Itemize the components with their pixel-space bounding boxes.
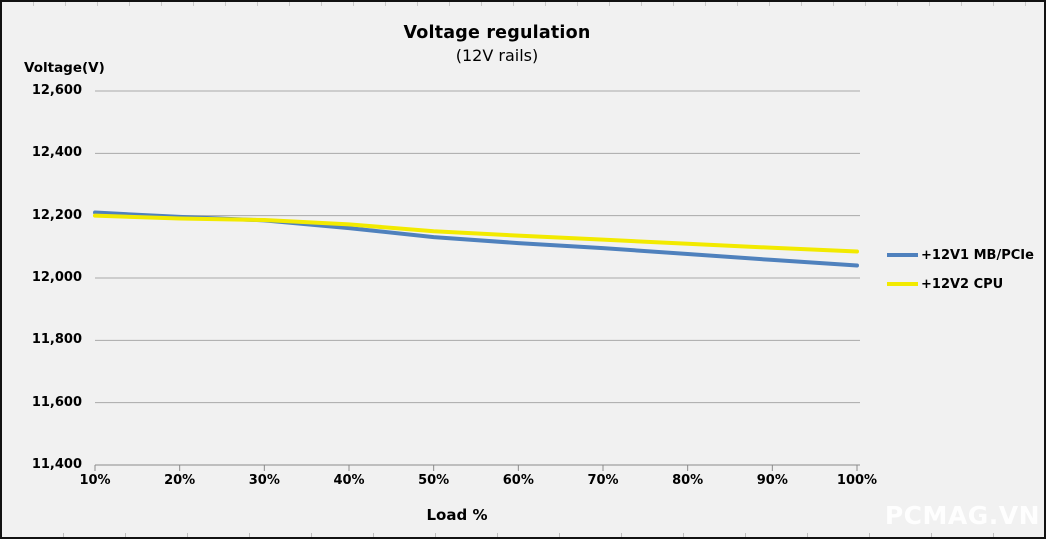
series-line--12v2-cpu xyxy=(93,213,859,254)
x-tick-label: 80% xyxy=(672,473,704,488)
x-tick-label: 10% xyxy=(79,473,111,488)
y-tick-label: 12,000 xyxy=(31,270,82,285)
legend: +12V1 MB/PCIe +12V2 CPU xyxy=(887,245,1034,303)
y-tick-label: 12,600 xyxy=(31,83,82,98)
y-tick-label: 12,400 xyxy=(31,145,82,161)
y-tick-label: 11,400 xyxy=(31,457,82,472)
x-tick-label: 50% xyxy=(418,473,450,488)
legend-entry: +12V2 CPU xyxy=(887,274,1034,294)
y-tick-label: 11,600 xyxy=(31,394,82,410)
watermark: PCMAG.VN xyxy=(884,501,1040,530)
legend-label: +12V2 CPU xyxy=(921,276,1004,292)
chart-title: Voltage regulation xyxy=(403,23,591,43)
x-tick-label: 40% xyxy=(333,473,365,488)
x-tick-label: 100% xyxy=(836,473,878,488)
legend-line-sample xyxy=(887,253,918,257)
x-tick-label: 20% xyxy=(164,473,196,488)
x-tick-label: 60% xyxy=(502,473,534,488)
legend-line-sample xyxy=(887,282,918,286)
chart-subtitle: (12V rails) xyxy=(455,46,539,65)
y-tick-label: 12,200 xyxy=(31,207,82,223)
y-axis-title: Voltage(V) xyxy=(24,60,105,76)
x-tick-label: 70% xyxy=(587,473,619,488)
x-tick-label: 30% xyxy=(248,473,280,488)
legend-label: +12V1 MB/PCIe xyxy=(921,247,1034,263)
y-tick-label: 11,800 xyxy=(31,332,82,348)
x-axis-title: Load % xyxy=(426,506,488,524)
legend-entry: +12V1 MB/PCIe xyxy=(887,245,1034,265)
x-tick-label: 90% xyxy=(756,473,788,488)
